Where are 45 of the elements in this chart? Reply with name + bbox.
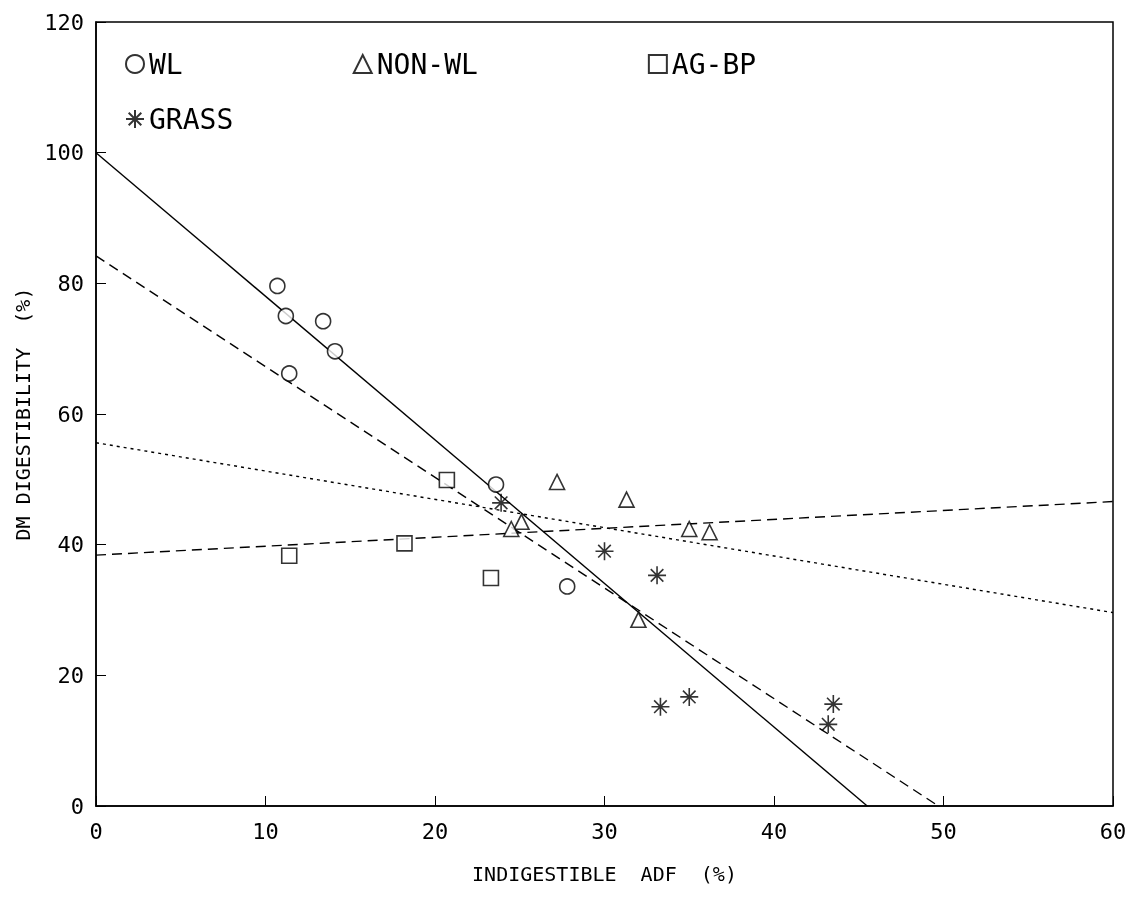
point xyxy=(487,476,505,493)
point xyxy=(277,307,295,325)
x-tick-label: 0 xyxy=(89,818,103,844)
point xyxy=(650,696,671,717)
point xyxy=(647,565,667,586)
y-axis-title: DM DIGESTIBILITY (%) xyxy=(11,287,36,541)
point xyxy=(630,611,647,629)
point xyxy=(680,520,698,538)
legend-label: AG-BP xyxy=(671,47,757,81)
y-tick-label: 60 xyxy=(57,401,84,427)
y-tick-label: 120 xyxy=(44,9,84,35)
legend-label: GRASS xyxy=(149,102,234,136)
x-tick-label: 10 xyxy=(252,818,279,844)
point xyxy=(314,312,332,330)
point xyxy=(701,523,718,541)
point xyxy=(548,473,566,491)
point xyxy=(396,535,413,552)
point xyxy=(280,547,298,565)
point xyxy=(594,541,615,561)
x-tick-label: 40 xyxy=(760,818,788,844)
point xyxy=(280,365,298,382)
y-tick-label: 0 xyxy=(70,793,84,819)
point xyxy=(823,694,844,714)
point xyxy=(502,520,520,538)
point xyxy=(618,491,635,508)
x-tick-label: 30 xyxy=(591,818,618,844)
point xyxy=(269,277,286,295)
x-tick-label: 60 xyxy=(1099,818,1127,844)
y-tick-label: 80 xyxy=(57,270,84,296)
y-tick-label: 100 xyxy=(44,140,84,166)
x-axis-title: INDIGESTIBLE ADF (%) xyxy=(472,862,737,886)
y-tick-label: 20 xyxy=(57,662,84,688)
point xyxy=(558,578,576,595)
point xyxy=(818,714,839,735)
point xyxy=(326,342,344,360)
legend-label: NON-WL xyxy=(376,47,478,81)
point xyxy=(491,493,511,513)
y-tick-label: 40 xyxy=(57,532,84,558)
point xyxy=(679,687,700,707)
x-tick-label: 50 xyxy=(930,818,957,844)
point xyxy=(438,471,456,489)
legend-label: WL xyxy=(149,47,183,81)
point xyxy=(513,513,530,531)
point xyxy=(482,569,500,587)
x-tick-label: 20 xyxy=(421,818,449,844)
